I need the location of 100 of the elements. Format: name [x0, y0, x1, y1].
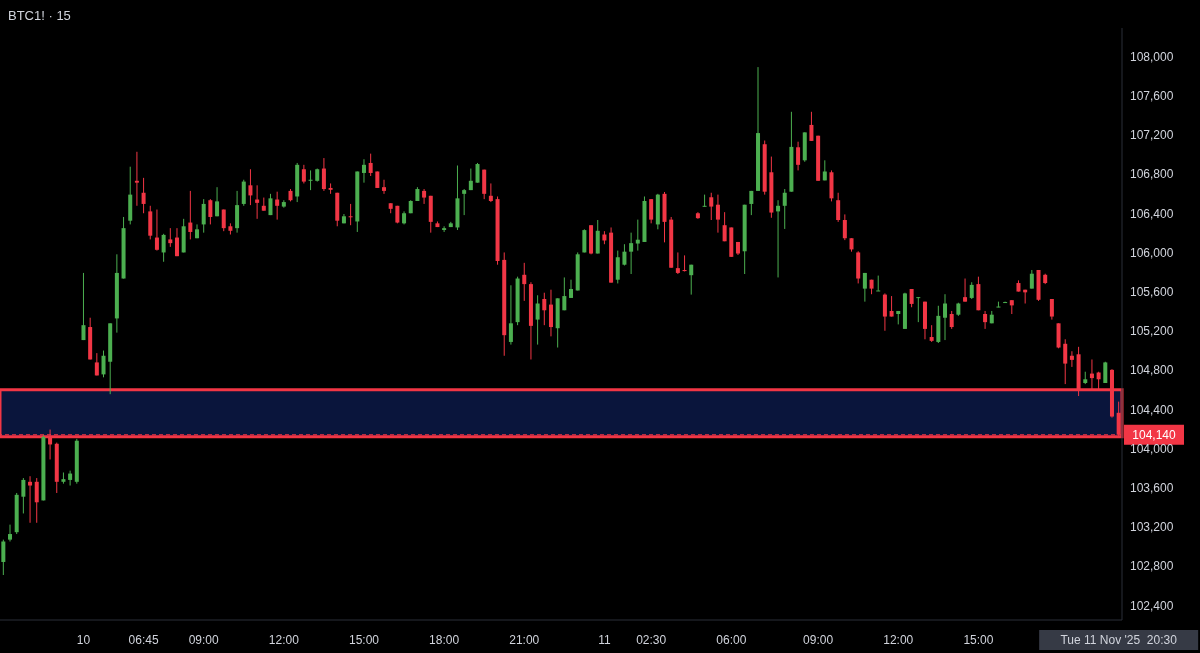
candlestick	[248, 168, 253, 206]
x-tick-label: 21:00	[509, 633, 540, 647]
candlestick	[348, 203, 353, 226]
y-tick-label: 102,800	[1130, 559, 1174, 574]
candlestick	[562, 276, 567, 311]
y-tick-label: 104,000	[1130, 441, 1174, 456]
x-tick-label: 12:00	[268, 633, 300, 647]
candlestick	[889, 295, 894, 318]
candlestick	[68, 470, 73, 487]
candlestick	[475, 162, 480, 184]
x-tick-label: 11	[598, 633, 611, 647]
candlestick	[675, 251, 680, 275]
candlestick	[842, 213, 847, 241]
candlestick	[776, 199, 781, 278]
candlestick	[21, 477, 26, 514]
candlestick	[522, 262, 527, 302]
candlestick	[809, 111, 814, 142]
x-tick-label: 10	[76, 633, 91, 647]
candlestick	[101, 350, 106, 378]
x-tick-label: Tue 11 Nov '25 20:30	[1060, 633, 1178, 647]
candlestick	[796, 141, 801, 171]
candlestick	[782, 188, 787, 230]
y-tick-label: 107,600	[1130, 88, 1174, 103]
candlestick	[595, 219, 600, 255]
x-tick-label: 15:00	[348, 633, 380, 647]
ref-line-label: 104,140	[1132, 427, 1177, 442]
candlestick	[983, 310, 988, 330]
candlestick	[321, 157, 326, 192]
chart-title: BTC1! · 15	[8, 8, 71, 23]
x-tick-label: 12:00	[883, 633, 914, 647]
candlestick	[361, 158, 366, 184]
candlestick	[909, 288, 914, 308]
candlestick	[442, 225, 447, 233]
y-tick-label: 104,800	[1130, 363, 1174, 378]
candlestick	[635, 219, 640, 252]
y-tick-label: 103,200	[1130, 520, 1174, 535]
candlestick	[154, 209, 159, 252]
candlestick	[161, 233, 166, 263]
candlestick	[569, 279, 574, 299]
candlestick	[943, 293, 948, 341]
x-tick-label: 02:30	[636, 633, 667, 647]
candlestick	[916, 296, 921, 323]
candlestick	[1, 539, 6, 576]
candlestick	[34, 477, 39, 524]
candlestick	[876, 275, 881, 292]
candlestick	[134, 151, 139, 207]
candlestick	[836, 192, 841, 223]
candlestick	[382, 179, 387, 195]
candlestick	[174, 227, 179, 257]
candlestick	[1063, 338, 1068, 385]
candlestick	[1049, 298, 1054, 321]
candlestick	[81, 272, 86, 341]
candlestick	[422, 188, 427, 205]
candlestick	[542, 292, 547, 326]
y-tick-label: 105,200	[1130, 324, 1174, 339]
candlestick	[462, 188, 467, 216]
candlestick	[201, 198, 206, 234]
y-tick-label: 106,800	[1130, 167, 1174, 182]
y-tick-label: 108,000	[1130, 49, 1174, 64]
candlestick	[963, 278, 968, 303]
candlestick	[168, 227, 173, 248]
candlestick	[301, 164, 306, 184]
y-tick-label: 102,400	[1130, 598, 1174, 613]
candlestick	[882, 292, 887, 332]
candlestick	[722, 211, 727, 242]
candlestick	[862, 272, 867, 303]
candlestick	[275, 191, 280, 221]
candlestick	[215, 186, 220, 217]
x-tick-label: 06:00	[716, 633, 747, 647]
candlestick	[702, 194, 707, 208]
candlestick	[328, 182, 333, 195]
candlestick	[548, 289, 553, 337]
candlestick	[255, 184, 260, 220]
candlestick	[28, 475, 33, 524]
candlestick	[508, 284, 513, 346]
candlestick	[241, 179, 246, 207]
x-tick-label: 09:00	[188, 633, 220, 647]
y-tick-label: 103,600	[1130, 480, 1174, 495]
candlestick	[1069, 350, 1074, 368]
x-tick-label: 15:00	[963, 633, 994, 647]
candlestick	[535, 294, 540, 346]
candlestick	[649, 198, 654, 224]
candlestick	[308, 169, 313, 191]
candlestick	[629, 232, 634, 275]
candlestick	[689, 264, 694, 296]
candlestick	[615, 250, 620, 284]
candlestick	[8, 524, 13, 542]
y-tick-label: 106,000	[1130, 245, 1174, 260]
candlestick	[749, 190, 754, 216]
candlestick	[188, 190, 193, 240]
x-tick-label: 18:00	[429, 633, 460, 647]
candlestick	[488, 182, 493, 203]
y-tick-label: 107,200	[1130, 128, 1174, 143]
candlestick	[235, 190, 240, 234]
candlestick	[682, 254, 687, 272]
candlestick	[1029, 269, 1034, 290]
y-tick-label: 104,400	[1130, 402, 1174, 417]
candlestick	[141, 177, 146, 214]
candlestick	[368, 153, 373, 177]
candlestick	[715, 194, 720, 234]
